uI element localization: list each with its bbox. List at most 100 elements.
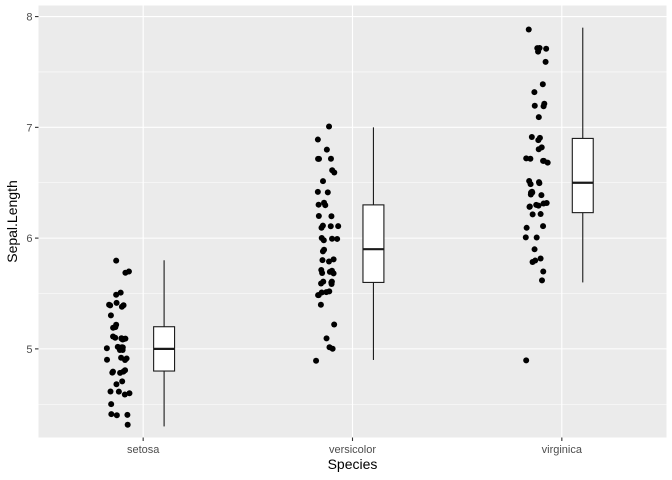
data-point [107,302,114,309]
data-point [113,412,120,419]
data-point [320,237,327,244]
data-point [113,257,120,264]
jitter-points [103,26,551,428]
data-point [122,367,129,374]
data-point [523,357,530,364]
data-point [323,146,330,153]
data-point [537,211,544,218]
data-point [121,391,128,398]
y-tick-label: 5 [26,344,32,356]
data-point [331,169,338,176]
data-point [317,301,324,308]
data-point [328,213,335,220]
data-point [329,235,336,242]
data-point [535,114,542,121]
data-point [319,269,326,276]
data-point [535,179,542,186]
data-point [529,258,536,265]
data-point [325,258,332,265]
data-point [537,255,544,262]
data-point [523,224,530,231]
data-point [315,155,322,162]
data-point [540,157,547,164]
data-point [523,155,530,162]
data-point [108,401,115,408]
box [362,204,385,283]
data-point [119,378,126,385]
data-point [531,246,538,253]
data-point [321,199,328,206]
data-point [326,288,333,295]
data-point [533,201,540,208]
data-point [118,303,125,310]
data-point [543,45,550,52]
data-point [122,357,129,364]
data-point [319,222,326,229]
data-point [525,26,532,33]
data-point [124,411,131,418]
data-point [327,155,334,162]
major-gridlines [38,5,667,438]
y-tick-label: 8 [26,12,32,24]
data-point [315,212,322,219]
y-axis: 5 6 7 8 [26,12,39,356]
data-point [531,89,538,96]
data-point [327,223,334,230]
data-point [526,203,533,210]
x-axis: setosa versicolor virginica [127,437,583,456]
data-point [109,369,116,376]
data-point [326,123,333,130]
data-point [323,335,330,342]
data-point [533,234,540,241]
data-point [124,421,131,428]
data-point [315,201,322,208]
data-point [113,291,120,298]
data-point [528,133,535,140]
data-point [536,134,543,141]
data-point [328,267,335,274]
data-point [329,345,336,352]
data-point [539,277,545,284]
data-point [314,188,321,195]
data-point [113,381,120,388]
data-point [318,280,325,287]
data-point [113,299,120,306]
data-point [319,257,326,264]
data-point [540,200,547,207]
data-point [117,289,124,296]
y-axis-title: Sepal.Length [4,180,20,263]
x-tick-label: versicolor [329,444,376,456]
data-point [527,181,534,188]
data-point [110,333,117,340]
data-point [328,278,335,285]
data-point [529,211,536,218]
data-point [126,390,133,397]
data-point [118,335,125,342]
x-axis-title: Species [328,456,378,472]
data-point [103,345,110,352]
data-point [117,369,124,376]
data-point [115,388,122,395]
data-point [540,268,547,275]
data-point [541,100,548,107]
data-point [528,189,535,196]
data-point [331,321,338,328]
x-tick-label: virginica [542,444,583,456]
data-point [540,223,547,230]
data-point [335,223,342,230]
data-point [313,357,320,364]
data-point [334,235,341,242]
data-point [314,136,321,143]
data-point [104,356,111,363]
data-point [535,146,542,153]
data-point [320,178,326,185]
data-point [108,411,115,418]
data-point [110,324,117,331]
data-point [538,192,545,199]
data-point [324,189,331,196]
data-point [531,102,538,109]
data-point [107,388,114,395]
box [571,137,594,214]
data-point [536,45,543,52]
